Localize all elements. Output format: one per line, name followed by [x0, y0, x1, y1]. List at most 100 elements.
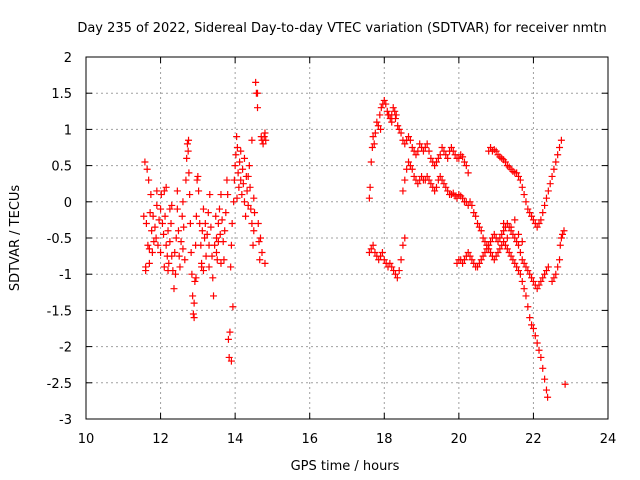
data-point [397, 256, 405, 264]
x-axis-label: GPS time / hours [291, 459, 400, 474]
data-point [187, 248, 195, 256]
data-point [165, 259, 173, 267]
data-point [515, 172, 523, 180]
data-point [155, 216, 163, 224]
data-point [548, 172, 556, 180]
data-point [232, 151, 240, 159]
data-point [224, 191, 232, 199]
data-point [455, 154, 463, 162]
data-point [204, 209, 212, 217]
data-point [147, 191, 155, 199]
data-point [401, 140, 409, 148]
data-point [438, 144, 446, 151]
data-point [167, 220, 175, 228]
data-point [520, 259, 528, 267]
x-tick-label: 24 [600, 432, 617, 447]
data-point [386, 259, 394, 267]
data-point [494, 248, 502, 256]
data-point [256, 234, 264, 242]
data-point [492, 147, 500, 155]
data-point [483, 245, 491, 253]
data-point [218, 216, 226, 224]
data-point [526, 209, 534, 217]
data-point [449, 147, 457, 155]
x-tick-label: 14 [227, 432, 244, 447]
data-point [193, 176, 201, 184]
data-point [246, 183, 254, 191]
data-point [179, 245, 187, 253]
data-point [201, 220, 209, 228]
data-point [374, 122, 382, 130]
data-point [251, 209, 259, 217]
data-point [552, 158, 560, 166]
data-point [431, 187, 439, 195]
y-tick-label: 0 [64, 196, 72, 211]
data-point [162, 241, 170, 249]
data-point [507, 252, 515, 260]
data-point [460, 158, 468, 166]
data-point [260, 133, 268, 141]
data-point [250, 194, 258, 202]
data-point [190, 314, 198, 322]
data-point [227, 357, 235, 365]
data-point [245, 162, 253, 170]
data-point [230, 198, 238, 206]
data-point [170, 285, 178, 293]
data-point [507, 223, 515, 231]
data-point [166, 238, 174, 246]
data-point [177, 238, 185, 246]
data-point [442, 151, 450, 159]
axis-ticks [85, 56, 609, 420]
data-point [180, 223, 188, 231]
data-point [535, 220, 543, 228]
data-point [162, 183, 170, 191]
data-point [405, 158, 413, 166]
data-point [511, 216, 519, 224]
y-tick-label: 1 [64, 123, 72, 138]
x-tick-label: 12 [152, 432, 169, 447]
data-point [513, 169, 521, 177]
data-point [244, 172, 252, 180]
data-point [150, 238, 158, 246]
data-point [175, 252, 183, 260]
data-point [173, 205, 181, 213]
data-point [185, 169, 193, 177]
data-point [511, 234, 519, 242]
data-point [496, 234, 504, 242]
data-point [537, 277, 545, 285]
data-point [371, 248, 379, 256]
data-point [178, 212, 186, 220]
data-point [479, 252, 487, 260]
data-point [234, 169, 242, 177]
data-point [171, 248, 179, 256]
data-point [554, 151, 562, 159]
data-point [560, 227, 568, 235]
data-point [226, 328, 234, 336]
data-point [542, 386, 550, 394]
data-point [406, 136, 414, 144]
data-point [550, 165, 558, 173]
y-tick-label: -1 [59, 268, 72, 283]
data-point [366, 183, 374, 191]
data-point [243, 187, 251, 195]
data-point [145, 259, 153, 267]
data-point [229, 303, 237, 311]
data-point [503, 245, 511, 253]
data-point [247, 205, 255, 213]
y-axis-label: SDTVAR / TECUs [8, 185, 23, 292]
data-point [188, 270, 196, 278]
data-point [256, 256, 264, 264]
data-point [240, 198, 248, 206]
data-point [380, 96, 388, 104]
y-tick-label: -3 [59, 413, 72, 428]
data-points [140, 78, 569, 401]
data-point [244, 201, 252, 209]
data-point [205, 263, 213, 271]
data-point [199, 205, 207, 213]
data-point [370, 140, 378, 148]
data-point [224, 335, 232, 343]
data-point [249, 241, 257, 249]
data-point [252, 78, 260, 86]
data-point [494, 238, 502, 246]
